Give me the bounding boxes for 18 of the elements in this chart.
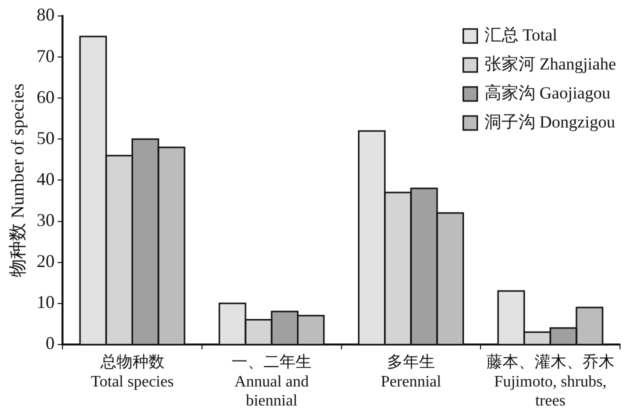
legend-label: 高家沟 Gaojiagou bbox=[484, 83, 611, 102]
x-tick-label: 总物种数 Total species bbox=[90, 353, 174, 390]
x-tick-label: 藤本、灌木、乔木 Fujimoto, shrubs, trees bbox=[486, 353, 614, 410]
y-axis-title: 物种数 Number of species bbox=[8, 83, 28, 277]
legend-label: 张家河 Zhangjiahe bbox=[484, 54, 616, 74]
legend-label: 汇总 Total bbox=[484, 25, 558, 44]
x-tick-label: 多年生 Perennial bbox=[380, 353, 442, 390]
y-tick-label: 80 bbox=[36, 4, 55, 25]
y-tick-label: 50 bbox=[36, 128, 55, 148]
y-tick-label: 60 bbox=[36, 86, 55, 107]
y-tick-label: 20 bbox=[36, 251, 55, 272]
y-tick-label: 10 bbox=[36, 292, 55, 312]
x-tick-label: 一、二年生 Annual and biennial bbox=[232, 353, 312, 410]
legend-label: 洞子沟 Dongzigou bbox=[484, 112, 616, 132]
y-tick-label: 30 bbox=[36, 210, 55, 230]
y-tick-label: 0 bbox=[46, 333, 55, 354]
y-tick-label: 40 bbox=[36, 168, 55, 189]
y-tick-label: 70 bbox=[36, 46, 55, 66]
